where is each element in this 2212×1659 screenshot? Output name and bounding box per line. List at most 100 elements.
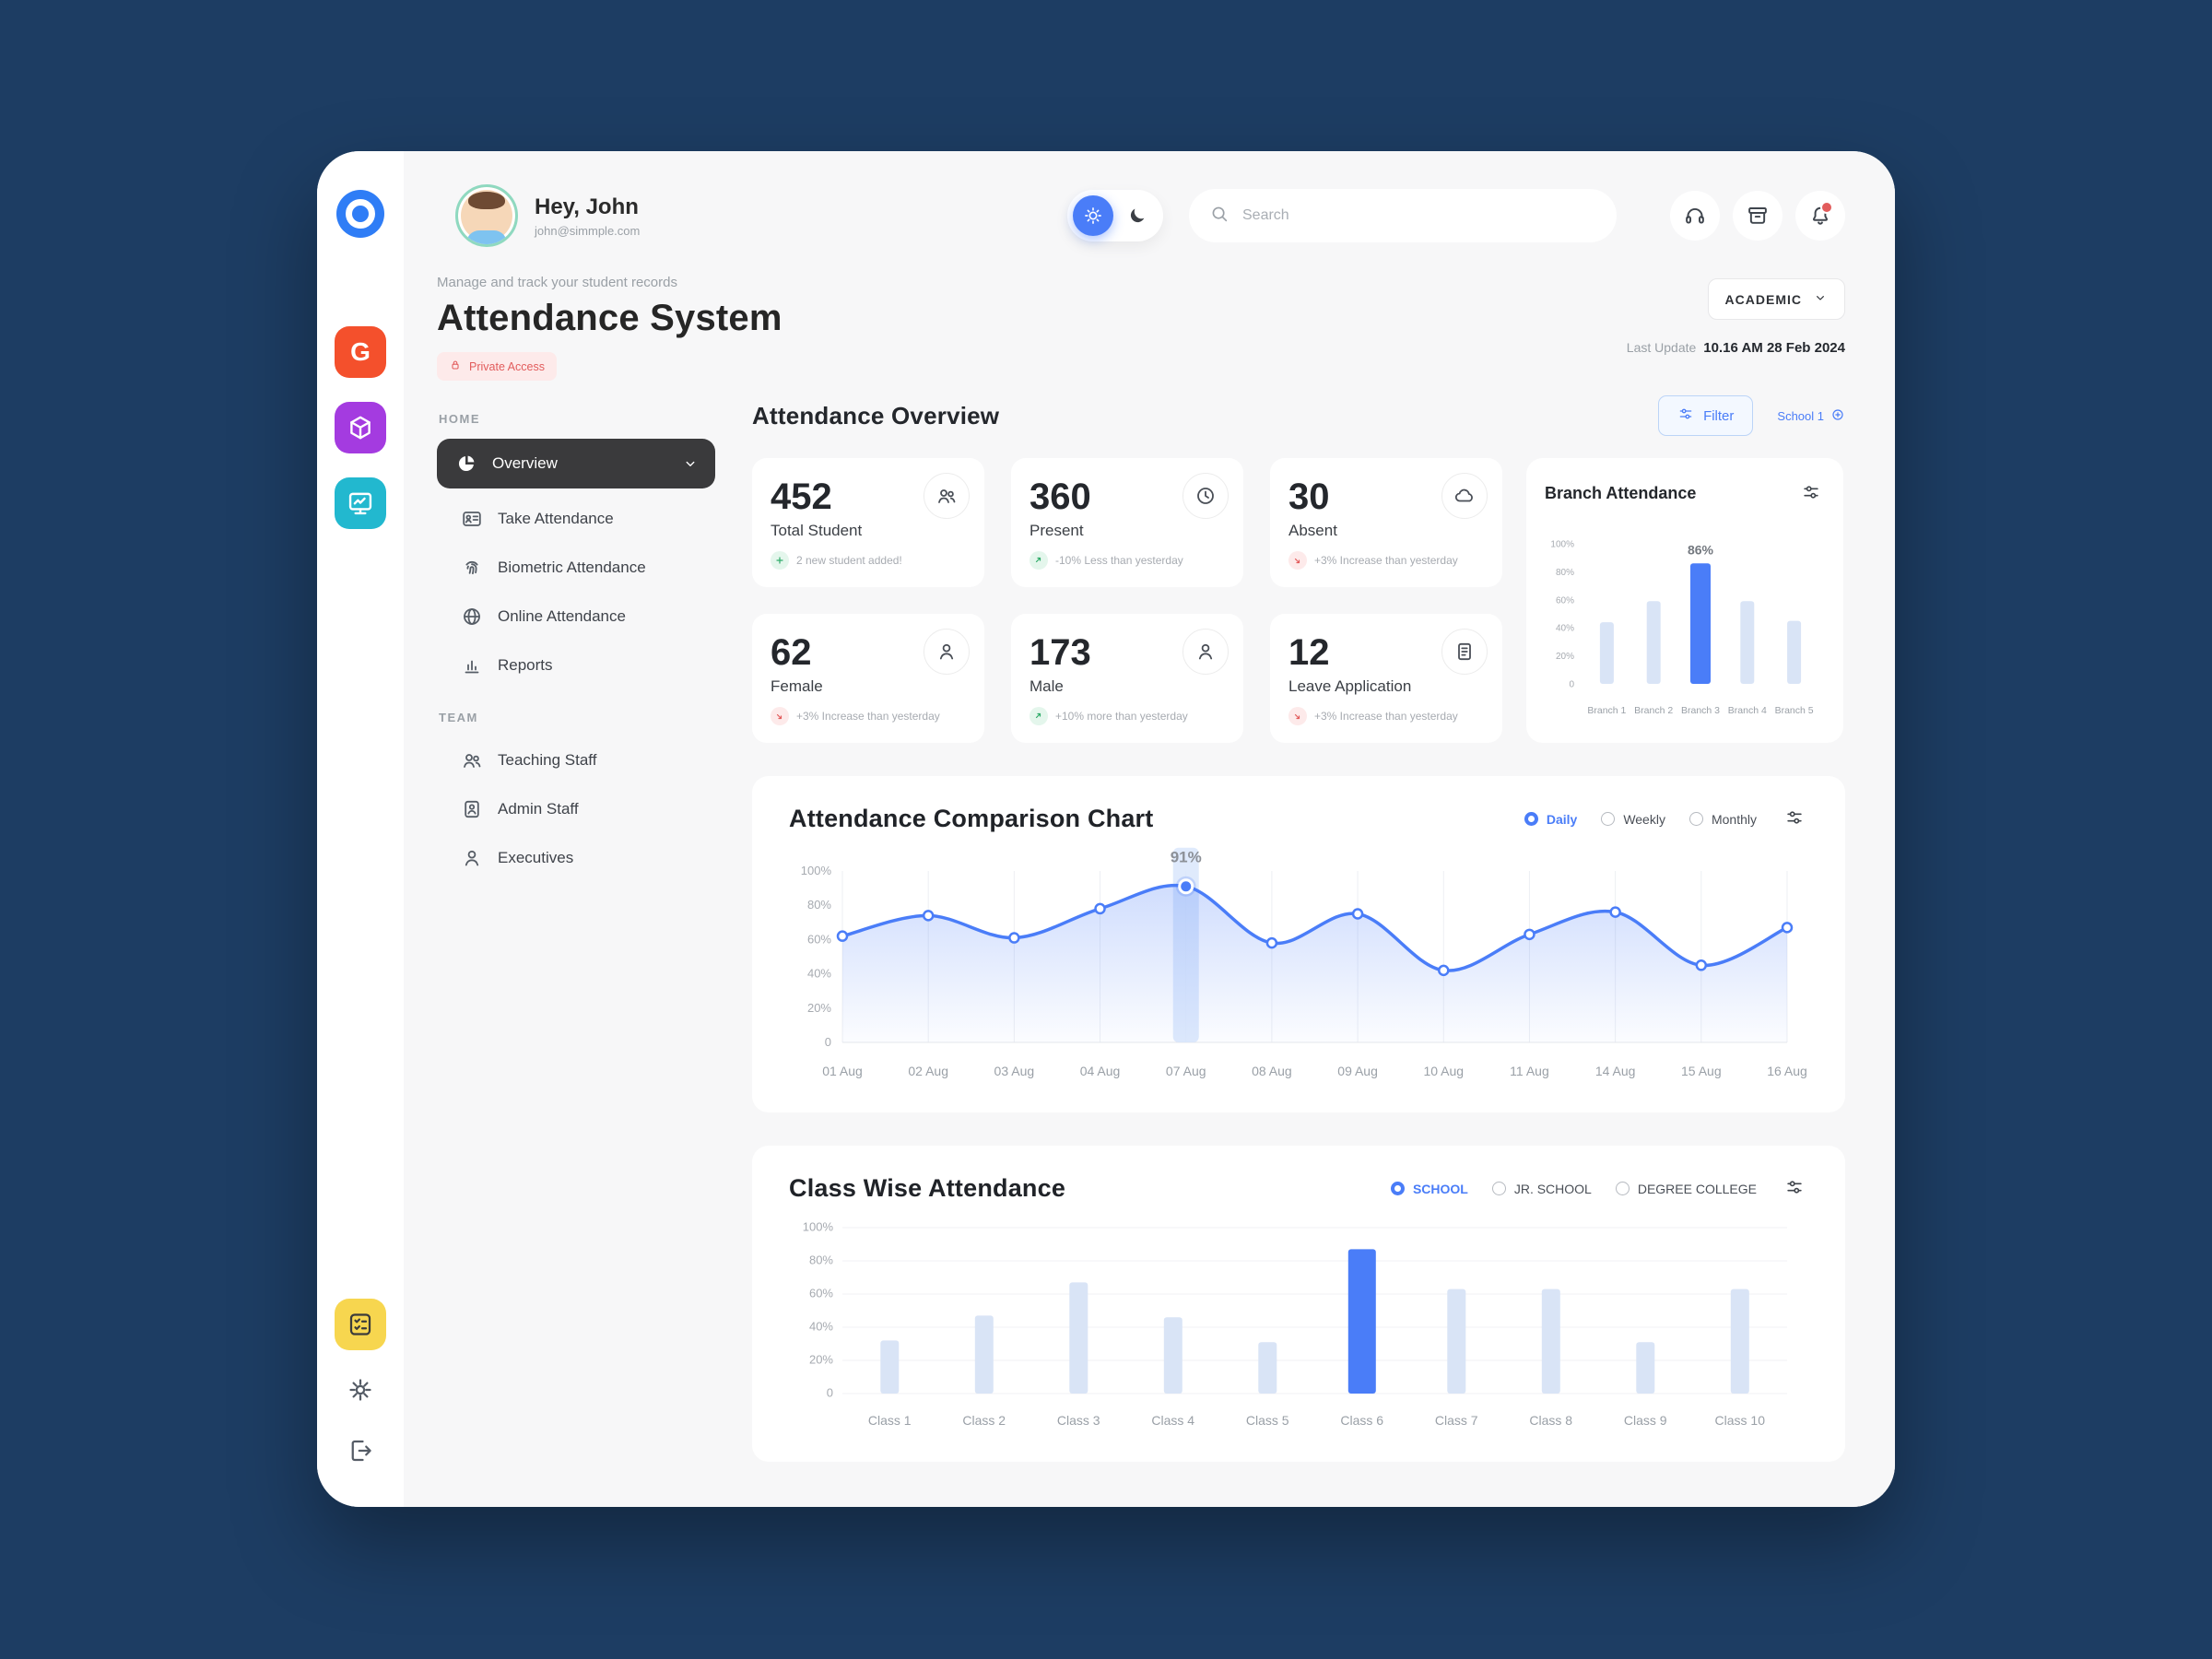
g-app-icon[interactable]: G xyxy=(335,326,386,378)
svg-text:16 Aug: 16 Aug xyxy=(1767,1064,1807,1078)
board-icon xyxy=(346,488,375,518)
nav-item-overview[interactable]: Overview xyxy=(437,439,715,488)
chevron-down-icon xyxy=(1813,290,1828,305)
branch-attendance-card: Branch Attendance 0 20% 40% 60% 80% 100% 86% Br… xyxy=(1526,458,1843,743)
badge-icon xyxy=(461,798,483,820)
person-icon xyxy=(1182,629,1229,675)
stat-note: 2 new student added! xyxy=(771,551,966,570)
board-app-icon[interactable] xyxy=(335,477,386,529)
plus-circle-icon xyxy=(1830,407,1845,422)
svg-text:Class 8: Class 8 xyxy=(1529,1413,1572,1428)
archive-button[interactable] xyxy=(1733,191,1783,241)
classwise-option-degree-college[interactable]: DEGREE COLLEGE xyxy=(1615,1182,1757,1196)
branch-chart-settings-button[interactable] xyxy=(1797,478,1825,509)
stat-card-male: 173 Male +10% more than yesterday xyxy=(1011,614,1243,743)
person-icon xyxy=(924,629,970,675)
notifications-button[interactable] xyxy=(1795,191,1845,241)
app-rail: G xyxy=(317,151,404,1507)
comparison-line-chart: 0 20% 40% 60% 80% 100% 91% 01 Aug 02 Aug 03 Aug 04… xyxy=(801,847,1807,1078)
theme-toggle[interactable] xyxy=(1067,190,1163,241)
trend-down-icon xyxy=(1288,707,1307,725)
nav-item-reports[interactable]: Reports xyxy=(437,642,715,688)
svg-text:Branch 4: Branch 4 xyxy=(1728,705,1767,716)
svg-text:20%: 20% xyxy=(807,1001,831,1015)
comparison-settings-button[interactable] xyxy=(1781,804,1808,834)
nav-item-online-attendance[interactable]: Online Attendance xyxy=(437,594,715,640)
nav-item-take-attendance[interactable]: Take Attendance xyxy=(437,496,715,542)
svg-text:04 Aug: 04 Aug xyxy=(1080,1064,1121,1078)
classwise-option-school[interactable]: SCHOOL xyxy=(1390,1182,1468,1196)
svg-text:Branch 2: Branch 2 xyxy=(1634,705,1673,716)
rail-apps: G xyxy=(335,326,386,529)
search-bar[interactable] xyxy=(1189,189,1617,242)
sun-icon xyxy=(1083,206,1103,226)
stat-card-total-student: 452 Total Student 2 new student added! xyxy=(752,458,984,587)
sliders-icon xyxy=(1784,1177,1805,1197)
stat-value: 360 xyxy=(1030,477,1091,517)
stat-card-present: 360 Present -10% Less than yesterday xyxy=(1011,458,1243,587)
logout-icon xyxy=(347,1437,374,1465)
app-logo[interactable] xyxy=(336,190,384,238)
svg-text:0: 0 xyxy=(825,1035,831,1049)
svg-text:91%: 91% xyxy=(1171,849,1202,866)
comparison-option-weekly[interactable]: Weekly xyxy=(1601,812,1665,827)
top-bar: Hey, John john@simmple.com xyxy=(437,173,1845,258)
search-input[interactable] xyxy=(1241,206,1596,225)
rail-bottom xyxy=(335,1299,386,1472)
logout-button[interactable] xyxy=(339,1430,382,1472)
archive-icon xyxy=(1746,204,1770,228)
stat-note: +10% more than yesterday xyxy=(1030,707,1225,725)
light-mode-button[interactable] xyxy=(1073,195,1113,236)
radio-icon xyxy=(1390,1182,1405,1195)
svg-text:60%: 60% xyxy=(809,1287,833,1300)
stat-value: 30 xyxy=(1288,477,1330,517)
svg-text:Branch 5: Branch 5 xyxy=(1775,705,1814,716)
svg-text:100%: 100% xyxy=(803,1220,834,1234)
comparison-chart-controls: Daily Weekly Monthly xyxy=(1524,804,1808,834)
classwise-chart-title: Class Wise Attendance xyxy=(789,1174,1066,1202)
svg-text:40%: 40% xyxy=(807,967,831,981)
filter-button[interactable]: Filter xyxy=(1658,395,1754,436)
attendance-tool-icon[interactable] xyxy=(335,1299,386,1350)
radio-icon xyxy=(1601,812,1616,826)
nav-item-admin-staff[interactable]: Admin Staff xyxy=(437,786,715,832)
moon-icon xyxy=(1127,206,1147,226)
stat-value: 12 xyxy=(1288,632,1330,673)
classwise-bar-chart: 0 20% 40% 60% 80% 100% Class 1 Class 2 Class 3 Cl… xyxy=(803,1220,1787,1428)
svg-text:Branch 3: Branch 3 xyxy=(1681,705,1720,716)
classwise-chart-card: Class Wise Attendance SCHOOL JR. SCHOOL DE… xyxy=(752,1146,1845,1462)
side-nav: HOME Overview Take Attendance Biometric Att… xyxy=(437,390,715,1507)
box-app-icon[interactable] xyxy=(335,402,386,453)
comparison-option-daily[interactable]: Daily xyxy=(1524,812,1577,827)
svg-text:40%: 40% xyxy=(809,1320,833,1334)
avatar[interactable] xyxy=(455,184,518,247)
school-selector[interactable]: School 1 xyxy=(1777,407,1845,425)
nav-item-executives[interactable]: Executives xyxy=(437,835,715,881)
stat-value: 62 xyxy=(771,632,812,673)
cloud-icon xyxy=(1441,473,1488,519)
svg-text:Class 6: Class 6 xyxy=(1340,1413,1383,1428)
comparison-option-monthly[interactable]: Monthly xyxy=(1688,812,1757,827)
stat-label: Leave Application xyxy=(1288,677,1412,695)
svg-text:Class 9: Class 9 xyxy=(1624,1413,1667,1428)
stat-card-leave-application: 12 Leave Application +3% Increase than yes… xyxy=(1270,614,1502,743)
title-row: Manage and track your student records At… xyxy=(437,275,1845,381)
comparison-chart-card: Attendance Comparison Chart Daily Weekly M… xyxy=(752,776,1845,1112)
classwise-option-jr-school[interactable]: JR. SCHOOL xyxy=(1491,1182,1592,1196)
trend-down-icon xyxy=(1288,551,1307,570)
radio-icon xyxy=(1615,1182,1630,1195)
settings-button[interactable] xyxy=(339,1369,382,1411)
academic-dropdown[interactable]: ACADEMIC xyxy=(1707,278,1845,320)
classwise-chart-controls: SCHOOL JR. SCHOOL DEGREE COLLEGE xyxy=(1390,1173,1808,1204)
sliders-icon xyxy=(1784,807,1805,828)
trend-up-icon xyxy=(1030,707,1048,725)
svg-text:10 Aug: 10 Aug xyxy=(1423,1064,1464,1078)
document-icon xyxy=(1441,629,1488,675)
nav-item-teaching-staff[interactable]: Teaching Staff xyxy=(437,737,715,783)
dark-mode-button[interactable] xyxy=(1117,195,1158,236)
classwise-settings-button[interactable] xyxy=(1781,1173,1808,1204)
support-button[interactable] xyxy=(1670,191,1720,241)
svg-text:Class 3: Class 3 xyxy=(1057,1413,1100,1428)
nav-item-biometric-attendance[interactable]: Biometric Attendance xyxy=(437,545,715,591)
